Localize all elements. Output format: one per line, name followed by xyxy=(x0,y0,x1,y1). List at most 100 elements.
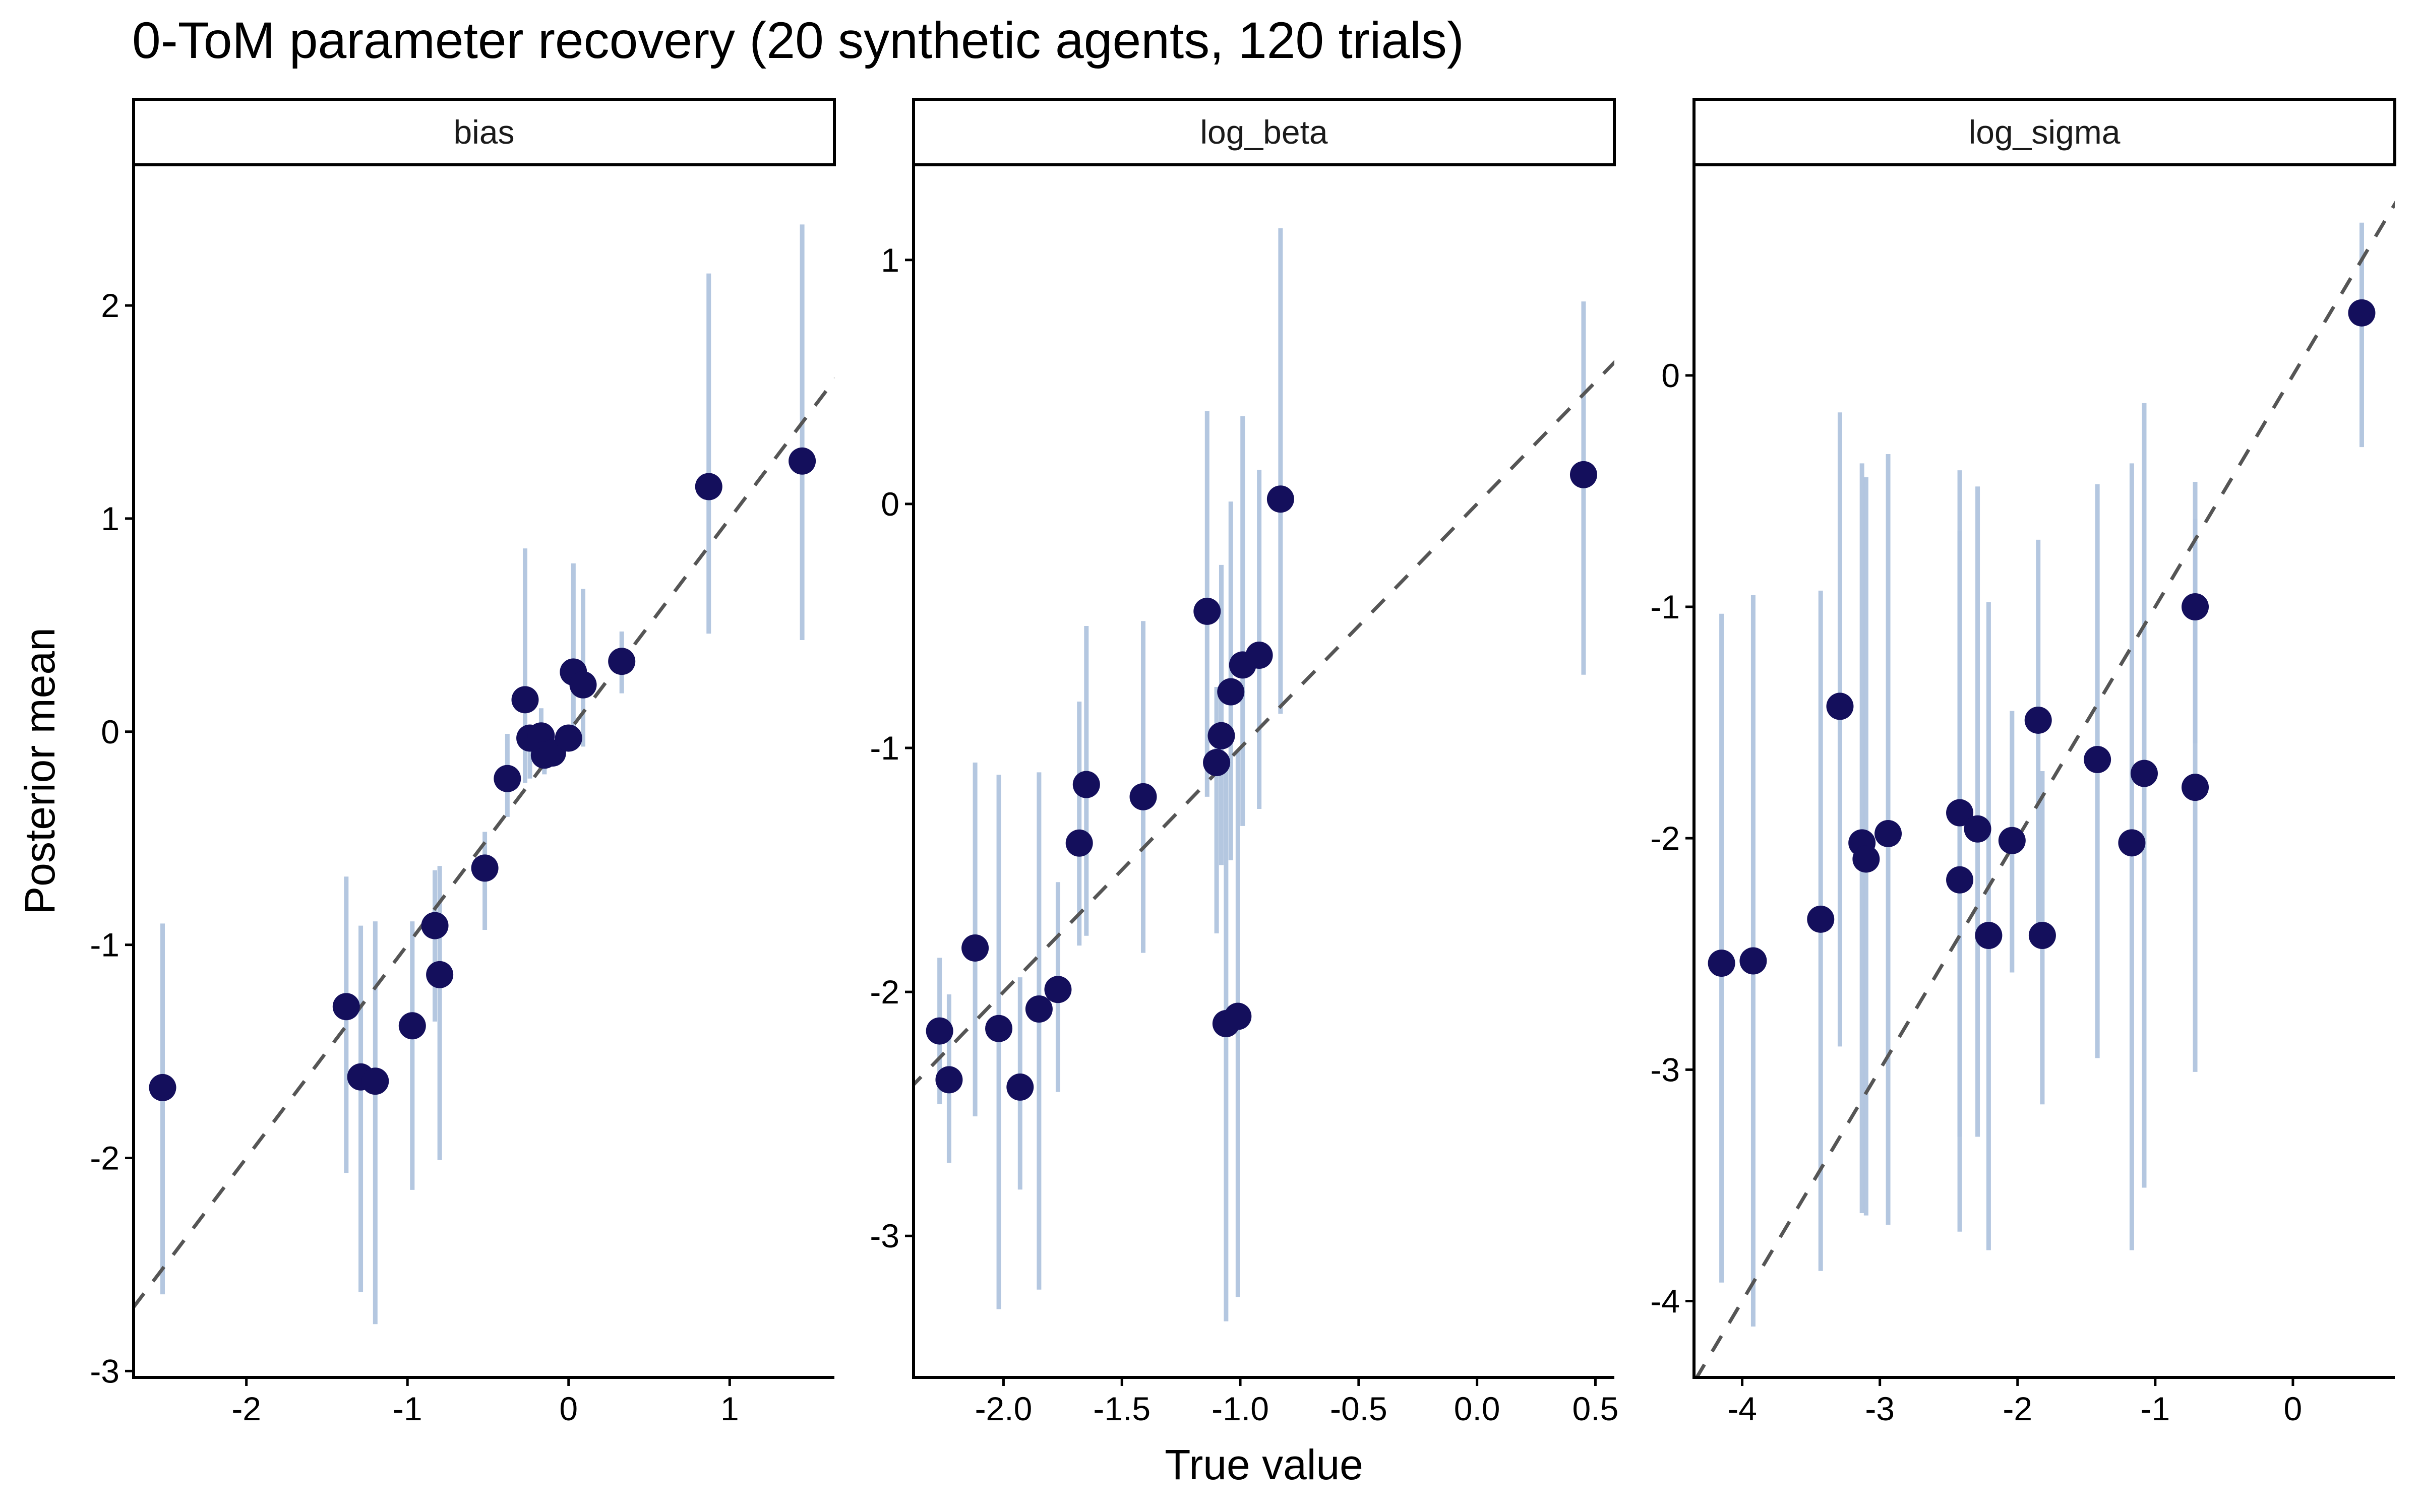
point-log-sigma-16 xyxy=(2118,829,2146,857)
point-log-beta-10 xyxy=(1129,783,1157,810)
point-log-sigma-9 xyxy=(1946,866,1974,894)
x-tick-label-log-beta-3: -0.5 xyxy=(1330,1390,1387,1427)
y-tick-label-log-beta-3: 0 xyxy=(881,485,899,523)
point-bias-5 xyxy=(398,1012,426,1040)
point-log-sigma-8 xyxy=(1946,799,1974,827)
y-tick-label-bias-4: 1 xyxy=(101,500,119,537)
point-bias-9 xyxy=(494,765,521,792)
strip-log-beta xyxy=(912,98,1616,166)
x-tick-label-log-beta-4: 0.0 xyxy=(1454,1390,1500,1427)
chart-title: 0-ToM parameter recovery (20 synthetic a… xyxy=(132,12,1464,69)
x-tick-label-log-sigma-3: -1 xyxy=(2140,1390,2170,1427)
point-log-sigma-7 xyxy=(1874,820,1902,847)
point-log-sigma-18 xyxy=(2182,593,2209,620)
point-log-sigma-3 xyxy=(1807,905,1835,933)
panel-log-sigma: log_sigma -4 -3 -2 -1 0 -4 -3 -2 -1 0 xyxy=(1650,98,2396,1427)
x-tick-label-log-beta-1: -1.5 xyxy=(1093,1390,1151,1427)
point-log-beta-5 xyxy=(1006,1073,1034,1101)
point-log-sigma-11 xyxy=(1975,922,2003,950)
x-tick-label-log-sigma-2: -2 xyxy=(2003,1390,2032,1427)
point-log-sigma-14 xyxy=(2028,922,2056,950)
point-bias-18 xyxy=(608,648,636,675)
point-log-sigma-17 xyxy=(2130,760,2158,787)
point-log-beta-9 xyxy=(1072,771,1100,798)
point-log-beta-8 xyxy=(1065,829,1093,857)
y-tick-label-bias-0: -3 xyxy=(90,1352,119,1390)
point-bias-17 xyxy=(569,671,597,699)
marks-bias xyxy=(134,224,834,1325)
y-tick-label-bias-5: 2 xyxy=(101,287,119,324)
point-log-beta-18 xyxy=(1245,642,1273,669)
point-bias-15 xyxy=(555,724,582,752)
x-tick-label-bias-0: -2 xyxy=(231,1390,261,1427)
point-bias-10 xyxy=(511,686,539,714)
point-log-beta-11 xyxy=(1193,597,1221,625)
y-tick-label-bias-1: -2 xyxy=(90,1139,119,1176)
plot-area-log-beta: -3 -2 -1 0 1 -2.0 -1.5 -1.0 -0.5 0.0 0.5 xyxy=(870,165,1619,1427)
point-log-beta-20 xyxy=(1569,461,1597,488)
point-log-sigma-4 xyxy=(1826,692,1854,720)
point-log-beta-1 xyxy=(926,1017,953,1045)
strip-bias xyxy=(132,98,836,166)
point-log-sigma-19 xyxy=(2182,774,2209,801)
y-tick-label-bias-3: 0 xyxy=(101,713,119,750)
strip-log-sigma xyxy=(1692,98,2396,166)
x-tick-label-log-beta-2: -1.0 xyxy=(1212,1390,1269,1427)
strip-label-bias: bias xyxy=(453,113,514,151)
y-tick-label-log-sigma-0: -4 xyxy=(1650,1282,1680,1319)
plot-area-log-sigma: -4 -3 -2 -1 0 -4 -3 -2 -1 0 xyxy=(1650,165,2395,1427)
strip-label-log-beta: log_beta xyxy=(1200,113,1328,151)
y-tick-label-log-sigma-4: 0 xyxy=(1661,357,1680,394)
x-tick-label-bias-1: -1 xyxy=(393,1390,422,1427)
point-log-sigma-2 xyxy=(1739,947,1767,975)
y-tick-label-log-beta-2: -1 xyxy=(870,729,899,767)
point-log-sigma-15 xyxy=(2084,746,2111,774)
y-tick-label-log-sigma-1: -3 xyxy=(1650,1051,1680,1088)
x-axis-title: True value xyxy=(1165,1441,1363,1488)
point-log-sigma-10 xyxy=(1964,815,1991,843)
y-tick-label-log-beta-1: -2 xyxy=(870,973,899,1011)
point-log-beta-16 xyxy=(1224,1002,1252,1030)
point-bias-20 xyxy=(789,447,816,475)
marks-log-sigma xyxy=(1695,201,2395,1377)
x-tick-label-bias-3: 1 xyxy=(720,1390,739,1427)
point-bias-19 xyxy=(695,473,722,500)
identity-line-bias xyxy=(134,377,834,1310)
point-bias-1 xyxy=(149,1074,176,1101)
point-log-sigma-6 xyxy=(1852,845,1880,873)
point-log-beta-3 xyxy=(961,934,989,962)
identity-line-log-sigma xyxy=(1695,201,2395,1377)
y-tick-label-bias-2: -1 xyxy=(90,926,119,964)
x-tick-label-log-beta-0: -2.0 xyxy=(975,1390,1033,1427)
point-log-beta-13 xyxy=(1207,722,1235,749)
point-bias-6 xyxy=(421,912,449,939)
point-log-beta-4 xyxy=(985,1015,1013,1042)
point-log-sigma-1 xyxy=(1708,950,1735,977)
y-axis-title: Posterior mean xyxy=(16,627,64,915)
x-tick-label-log-beta-5: 0.5 xyxy=(1572,1390,1619,1427)
point-log-beta-6 xyxy=(1025,995,1053,1023)
panel-bias: bias -3 -2 -1 0 1 2 -2 -1 0 1 xyxy=(90,98,836,1427)
point-log-beta-12 xyxy=(1203,749,1231,777)
y-tick-label-log-beta-4: 1 xyxy=(881,241,899,279)
strip-label-log-sigma: log_sigma xyxy=(1969,113,2121,151)
identity-line-log-beta xyxy=(914,360,1614,1088)
point-bias-7 xyxy=(426,961,454,988)
point-bias-4 xyxy=(361,1067,389,1095)
point-log-sigma-12 xyxy=(1998,827,2026,854)
plot-area-bias: -3 -2 -1 0 1 2 -2 -1 0 1 xyxy=(90,165,834,1427)
y-tick-label-log-beta-0: -3 xyxy=(870,1217,899,1254)
point-log-sigma-20 xyxy=(2348,299,2376,327)
point-log-beta-7 xyxy=(1044,976,1072,1003)
x-tick-label-log-sigma-1: -3 xyxy=(1865,1390,1895,1427)
y-tick-label-log-sigma-3: -1 xyxy=(1650,588,1680,625)
point-log-beta-19 xyxy=(1266,485,1294,513)
point-log-beta-15 xyxy=(1217,678,1245,706)
y-tick-label-log-sigma-2: -2 xyxy=(1650,820,1680,857)
panel-log-beta: log_beta -3 -2 -1 0 1 -2.0 -1.5 -1.0 -0.5 0.0 0.5 xyxy=(870,98,1619,1427)
point-bias-8 xyxy=(471,854,499,882)
x-tick-label-log-sigma-4: 0 xyxy=(2284,1390,2303,1427)
x-tick-label-log-sigma-0: -4 xyxy=(1727,1390,1757,1427)
x-tick-label-bias-2: 0 xyxy=(559,1390,578,1427)
